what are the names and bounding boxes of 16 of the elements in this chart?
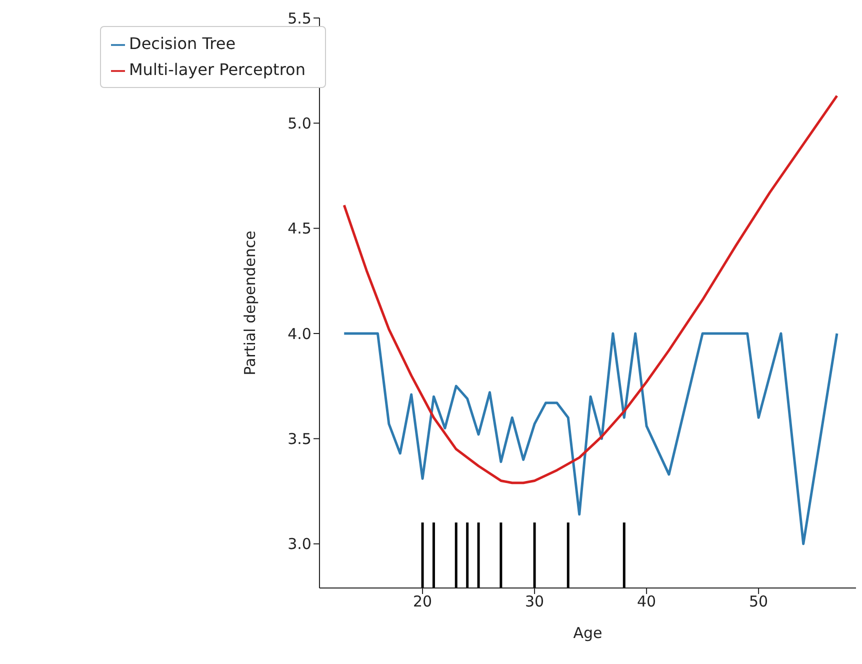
x-tick-label: 50 (749, 592, 768, 611)
line-series (342, 332, 838, 546)
y-tick-label: 4.0 (288, 324, 312, 343)
y-axis-title: Partial dependence (240, 230, 259, 376)
x-tick-label: 30 (524, 592, 544, 611)
legend-label: Decision Tree (129, 34, 236, 53)
y-tick-label: 5.0 (288, 114, 312, 132)
x-tick-label: 20 (412, 592, 432, 611)
y-tick-label: 5.5 (288, 9, 312, 28)
y-tick-label: 3.0 (288, 535, 312, 554)
y-tick-label: 3.5 (288, 430, 312, 448)
x-axis-title: Age (573, 624, 602, 642)
y-tick-label: 4.5 (288, 220, 312, 238)
line-series (342, 94, 838, 484)
legend-label: Multi-layer Perceptron (129, 60, 306, 79)
x-tick-label: 40 (637, 592, 656, 611)
